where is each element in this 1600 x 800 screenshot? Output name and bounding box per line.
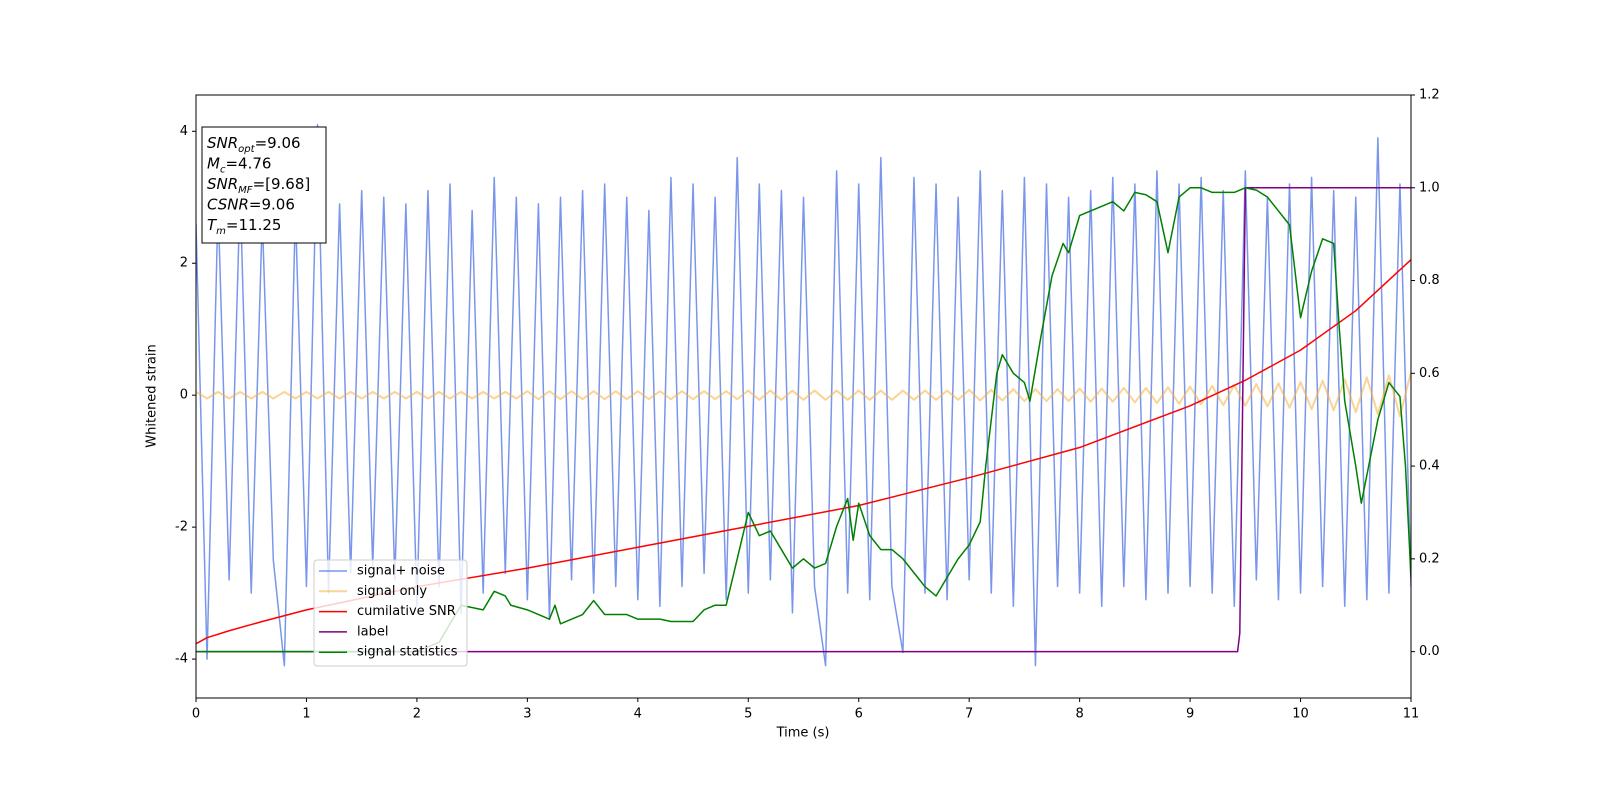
- annotation-base: SNR: [207, 175, 238, 193]
- series-line: [196, 187, 1411, 653]
- plot-area: [196, 123, 1411, 667]
- x-tick-label: 5: [744, 707, 752, 722]
- annotation: Tm=11.25: [207, 216, 281, 237]
- x-tick-label: 9: [1186, 707, 1194, 722]
- legend-box: [313, 559, 468, 667]
- annotation-sub: m: [216, 226, 226, 237]
- x-tick-label: 11: [1403, 707, 1420, 722]
- annotation-base: SNR: [207, 134, 238, 152]
- x-tick-label: 4: [634, 707, 642, 722]
- y-tick-label: -4: [175, 652, 188, 667]
- y-axis-label: Whitened strain: [145, 344, 160, 447]
- annotation-base: T: [207, 216, 218, 234]
- annotation: CSNR=9.06: [207, 195, 295, 213]
- annotation-sub: opt: [238, 144, 255, 155]
- annotation: SNRMF=[9.68]: [207, 175, 310, 196]
- annotation-box: [201, 126, 327, 244]
- x-tick-label: 3: [523, 707, 531, 722]
- x-tick-label: 8: [1075, 707, 1083, 722]
- y2-tick-label: 0.6: [1419, 366, 1440, 381]
- annotation-text: =[9.68]: [253, 175, 311, 193]
- legend-label: label: [357, 624, 388, 639]
- y-tick-label: 0: [180, 388, 188, 403]
- legend-label: signal only: [357, 584, 427, 599]
- legend-label: signal statistics: [357, 645, 458, 660]
- plot-frame: [195, 94, 1412, 699]
- y2-tick-label: 1.0: [1419, 180, 1440, 195]
- annotation-base: CSNR: [207, 195, 249, 213]
- series-line: [196, 123, 1411, 667]
- y2-tick-label: 0.4: [1419, 459, 1440, 474]
- y2-tick-label: 1.2: [1419, 88, 1440, 103]
- annotation-base: M: [207, 154, 220, 172]
- series-line: [196, 371, 1411, 418]
- x-tick-label: 1: [302, 707, 310, 722]
- x-tick-label: 6: [855, 707, 863, 722]
- x-tick-label: 10: [1292, 707, 1309, 722]
- y-tick-label: 4: [180, 124, 188, 139]
- y2-tick-label: 0.0: [1419, 644, 1440, 659]
- y-tick-label: 2: [180, 256, 188, 271]
- annotation-sub: c: [220, 164, 226, 175]
- annotation-text: =9.06: [255, 134, 301, 152]
- series-line: [196, 187, 1411, 653]
- annotation: Mc=4.76: [207, 154, 271, 175]
- x-axis-label: Time (s): [776, 726, 830, 741]
- legend-label: signal+ noise: [357, 564, 445, 579]
- annotation-sub: MF: [238, 185, 253, 196]
- series-line: [196, 259, 1411, 645]
- legend-label: cumilative SNR: [357, 604, 456, 619]
- y2-tick-label: 0.8: [1419, 273, 1440, 288]
- annotation-text: =4.76: [225, 154, 271, 172]
- y-tick-label: -2: [175, 520, 188, 535]
- x-tick-label: 0: [192, 707, 200, 722]
- x-tick-label: 7: [965, 707, 973, 722]
- y2-tick-label: 0.2: [1419, 551, 1440, 566]
- x-tick-label: 2: [413, 707, 421, 722]
- annotation-text: =9.06: [249, 195, 295, 213]
- annotation-text: =11.25: [226, 216, 282, 234]
- annotation: SNRopt=9.06: [207, 134, 301, 155]
